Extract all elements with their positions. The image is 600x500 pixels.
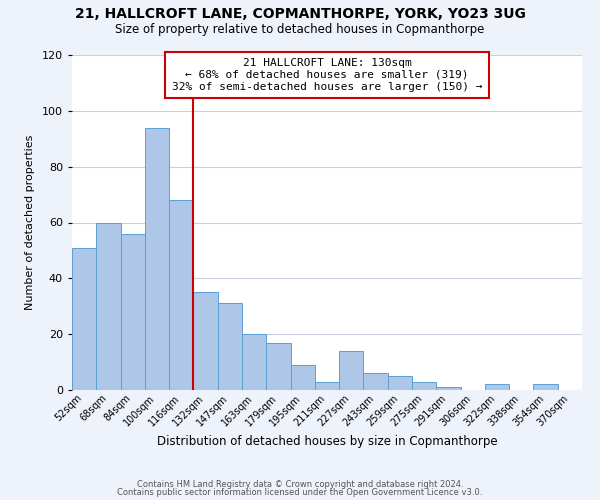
Bar [242,334,266,390]
Bar [145,128,169,390]
Y-axis label: Number of detached properties: Number of detached properties [25,135,35,310]
Bar [121,234,145,390]
Bar [485,384,509,390]
Text: 21 HALLCROFT LANE: 130sqm
← 68% of detached houses are smaller (319)
32% of semi: 21 HALLCROFT LANE: 130sqm ← 68% of detac… [172,58,482,92]
Bar [218,304,242,390]
Text: Contains public sector information licensed under the Open Government Licence v3: Contains public sector information licen… [118,488,482,497]
Bar [436,387,461,390]
Bar [533,384,558,390]
Bar [72,248,96,390]
Text: Contains HM Land Registry data © Crown copyright and database right 2024.: Contains HM Land Registry data © Crown c… [137,480,463,489]
X-axis label: Distribution of detached houses by size in Copmanthorpe: Distribution of detached houses by size … [157,434,497,448]
Bar [96,222,121,390]
Bar [388,376,412,390]
Bar [339,351,364,390]
Bar [412,382,436,390]
Text: Size of property relative to detached houses in Copmanthorpe: Size of property relative to detached ho… [115,22,485,36]
Bar [266,342,290,390]
Bar [193,292,218,390]
Bar [169,200,193,390]
Bar [315,382,339,390]
Bar [364,373,388,390]
Text: 21, HALLCROFT LANE, COPMANTHORPE, YORK, YO23 3UG: 21, HALLCROFT LANE, COPMANTHORPE, YORK, … [74,8,526,22]
Bar [290,365,315,390]
